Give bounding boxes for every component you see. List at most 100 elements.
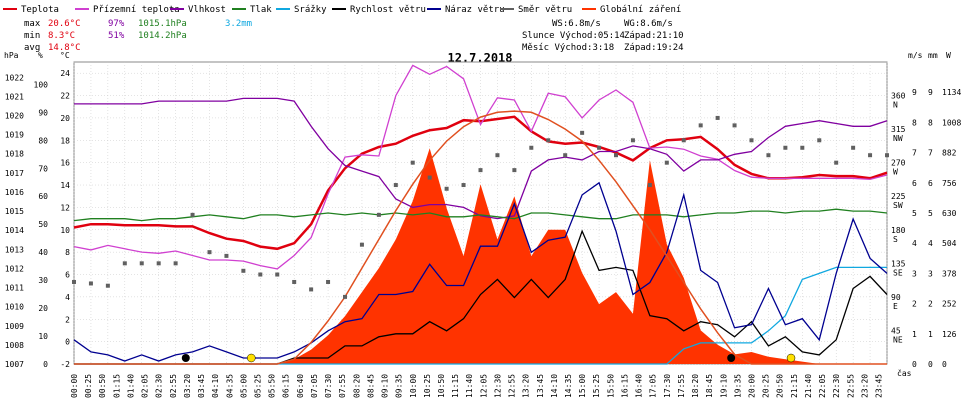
- tick-x: 17:05: [649, 374, 658, 398]
- max-label: max: [24, 19, 41, 29]
- tick-mm: 8: [912, 118, 917, 127]
- legend-label-radiation: Globální záření: [600, 5, 681, 15]
- plot-area: [72, 64, 889, 365]
- axis-label-hpa: hPa: [4, 51, 19, 60]
- tick-percent: 10: [38, 332, 48, 341]
- tick-mm: 9: [912, 88, 917, 97]
- series-wind-dir-point: [427, 175, 432, 180]
- tick-percent: 30: [38, 276, 48, 285]
- tick-hpa: 1013: [5, 245, 24, 254]
- tick-x: 05:25: [253, 374, 262, 398]
- tick-x: 22:30: [832, 374, 841, 398]
- series-wind-dir-point: [224, 253, 229, 258]
- tick-x: 19:35: [733, 374, 742, 398]
- tick-x: 23:20: [860, 374, 869, 398]
- tick-x: 12:30: [493, 374, 502, 398]
- legend-label-temperature: Teplota: [21, 5, 59, 15]
- series-wind-dir-point: [885, 153, 889, 158]
- tick-percent: 40: [38, 248, 48, 257]
- series-wind-dir-point: [630, 138, 635, 143]
- series-gust: [73, 181, 888, 362]
- tick-ms: 9: [928, 88, 933, 97]
- series-wind-dir-point: [800, 145, 805, 150]
- tick-mm: 7: [912, 149, 917, 158]
- series-clear-sky: [74, 110, 887, 365]
- tick-x: 07:55: [338, 374, 347, 398]
- tick-mm: 2: [912, 300, 917, 309]
- legend-label-dew_point: Přízemní teplota: [93, 5, 180, 15]
- series-wind-dir-point: [817, 138, 822, 143]
- series-wind-dir-point: [614, 153, 618, 158]
- tick-wind-value: 225: [891, 192, 906, 201]
- tick-x: 02:55: [169, 374, 178, 398]
- tick-ms: 4: [928, 239, 933, 248]
- max-temperature: 20.6°C: [48, 19, 81, 29]
- tick-hpa: 1007: [5, 360, 24, 369]
- moon-rise: Měsíc Východ:3:18: [522, 43, 614, 53]
- sunset-marker: [786, 353, 796, 363]
- tick-mm: 1: [912, 330, 917, 339]
- series-wind-dir-point: [207, 250, 212, 255]
- tick-percent: 60: [38, 192, 48, 201]
- tick-percent: 100: [34, 80, 49, 89]
- series-wind-dir-point: [580, 130, 585, 135]
- tick-wind-dir: NW: [893, 134, 903, 143]
- tick-celsius: 18: [60, 136, 70, 145]
- series-humidity: [74, 97, 888, 220]
- tick-x: 15:25: [592, 374, 601, 398]
- legend-label-precipitation: Srážky: [294, 5, 327, 15]
- tick-mm: 6: [912, 179, 917, 188]
- tick-w: 756: [942, 179, 957, 188]
- tick-x: 22:05: [818, 374, 827, 398]
- tick-wind-dir: NE: [893, 335, 903, 344]
- tick-x: 23:45: [875, 374, 884, 398]
- axes: -202468101214161820222401020304050607080…: [4, 51, 961, 398]
- tick-x: 20:00: [748, 374, 757, 398]
- series-wind-dir-point: [495, 153, 500, 158]
- tick-wind-dir: SW: [893, 201, 903, 210]
- tick-x: 02:05: [141, 374, 150, 398]
- wind-speed-stat: WS:6.8m/s: [552, 19, 601, 29]
- tick-wind-value: 315: [891, 125, 906, 134]
- series-temperature: [73, 115, 888, 251]
- tick-x: 06:40: [296, 374, 305, 398]
- tick-hpa: 1014: [5, 226, 24, 235]
- moon-set: Západ:19:24: [624, 43, 684, 53]
- series-wind-dir-point: [393, 183, 398, 188]
- tick-celsius: 0: [65, 338, 70, 347]
- tick-w: 630: [942, 209, 957, 218]
- tick-mm: 5: [912, 209, 917, 218]
- statistics-panel: max 20.6°C 97% 1015.1hPa 3.2mm min 8.3°C…: [24, 19, 684, 53]
- legend-label-wind_speed: Rychlost větru: [350, 5, 426, 15]
- tick-x: 07:05: [310, 374, 319, 398]
- max-humidity: 97%: [108, 19, 125, 29]
- tick-celsius: 4: [65, 293, 70, 302]
- axis-label-w: W: [946, 51, 951, 60]
- tick-x: 04:35: [225, 374, 234, 398]
- series-wind-dir-point: [834, 160, 839, 165]
- tick-percent: 20: [38, 304, 48, 313]
- tick-x: 14:10: [550, 374, 559, 398]
- legend-label-wind_dir: Směr větru: [518, 5, 572, 15]
- series-radiation: [74, 148, 887, 364]
- tick-w: 1134: [942, 88, 961, 97]
- sunrise-marker: [247, 353, 256, 363]
- tick-w: 504: [942, 239, 957, 248]
- tick-celsius: -2: [60, 360, 70, 369]
- tick-ms: 1: [928, 330, 933, 339]
- tick-x: 01:40: [126, 374, 135, 398]
- series-wind-dir-point: [156, 261, 161, 266]
- series-wind-dir-point: [529, 145, 534, 150]
- tick-x: 03:20: [183, 374, 192, 398]
- series-wind-dir-point: [275, 272, 280, 277]
- tick-x: 00:25: [84, 374, 93, 398]
- tick-hpa: 1021: [5, 92, 24, 101]
- min-temperature: 8.3°C: [48, 31, 75, 41]
- precipitation-total: 3.2mm: [225, 19, 252, 29]
- tick-hpa: 1019: [5, 131, 24, 140]
- tick-hpa: 1011: [5, 284, 24, 293]
- tick-ms: 0: [928, 360, 933, 369]
- series-pressure: [73, 208, 888, 222]
- tick-ms: 8: [928, 118, 933, 127]
